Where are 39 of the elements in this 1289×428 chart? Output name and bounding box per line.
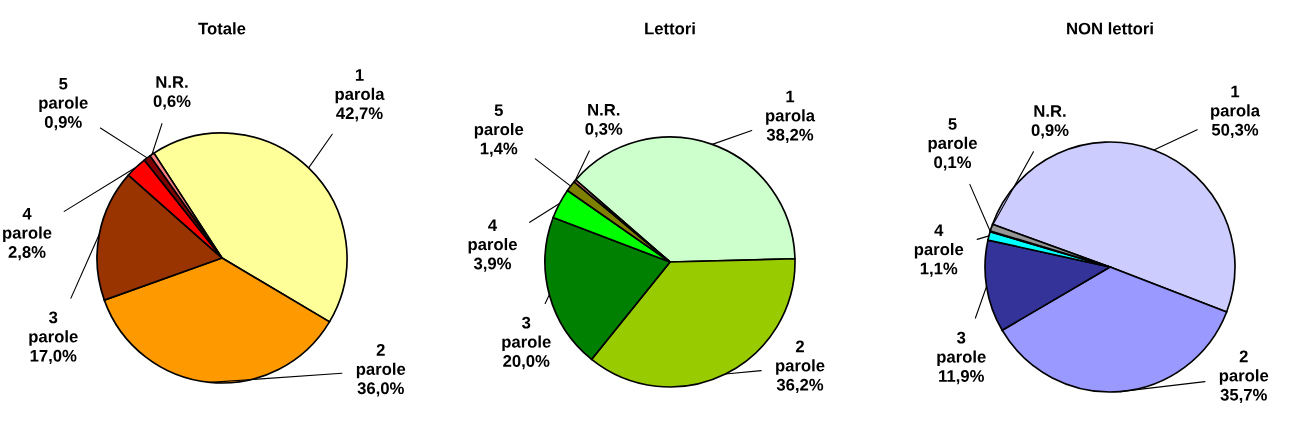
data-label: 20,0% (503, 355, 550, 370)
data-label: 2,8% (8, 246, 46, 261)
slice-label: 2 parole (1219, 350, 1269, 385)
data-label: 42,7% (336, 107, 383, 122)
slice-label: 1 parola (1211, 85, 1261, 120)
data-label: 1,4% (480, 142, 518, 157)
data-label: 35,7% (1220, 388, 1267, 404)
data-label: 36,2% (776, 378, 824, 394)
slice-label: 1 parola (766, 90, 816, 125)
slice-label: N.R. (588, 104, 620, 116)
chart-title: Totale (198, 22, 246, 35)
data-label: 50,3% (1211, 123, 1259, 139)
chart-title: NON lettori (1067, 22, 1153, 35)
data-label: 0,6% (153, 95, 191, 110)
data-label: 3,9% (473, 257, 512, 272)
slice-label: 4 parole (3, 207, 52, 243)
data-label: 11,9% (939, 370, 984, 385)
slice-label: 5 parole (928, 118, 977, 153)
data-label: 38,2% (766, 128, 814, 144)
slice-label: 4 parole (914, 224, 964, 259)
chart-title: Lettori (645, 22, 695, 35)
slice-label: 2 parole (776, 340, 825, 375)
slice-label: 3 parole (29, 311, 78, 346)
slice-label: 3 parole (502, 316, 551, 352)
slice-label: 4 parole (468, 219, 517, 254)
slice-label: 2 parole (356, 344, 406, 379)
slice-label: 5 parole (39, 77, 88, 113)
slice-label: 3 parole (937, 331, 986, 367)
data-label: 0,3% (585, 123, 623, 138)
data-label: 17,0% (30, 349, 77, 365)
data-label: 0,1% (934, 156, 972, 171)
slice-label: 1 parola (335, 69, 385, 104)
slice-label: 5 parole (474, 104, 524, 139)
data-label: 0,9% (1031, 124, 1069, 139)
slice-label: N.R. (156, 76, 188, 88)
data-label: 36,0% (357, 382, 404, 397)
data-label: 0,9% (44, 116, 82, 131)
data-label: 1,1% (920, 262, 958, 277)
slice-label: N.R. (1034, 105, 1066, 117)
